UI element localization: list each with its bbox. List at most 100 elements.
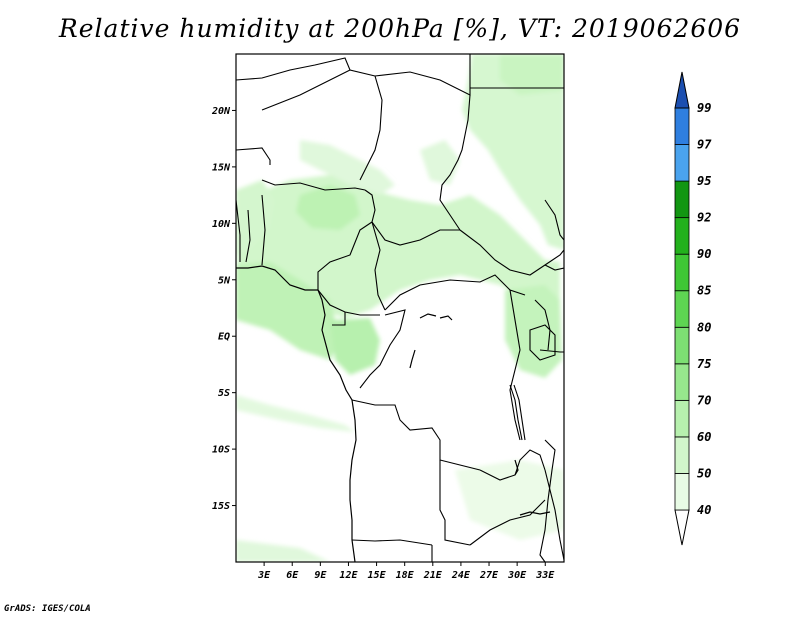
lon-tick-label: 33E	[535, 570, 555, 581]
lon-tick-label: 30E	[507, 570, 527, 581]
border-uganda-kenya	[534, 299, 551, 351]
coast-zambezi	[519, 511, 551, 516]
colorbar: 40 50 60 70 75 80 85 90 92 95 97 99	[674, 71, 712, 546]
colorbar-segment	[674, 473, 690, 511]
humidity-region-south-west	[236, 540, 330, 562]
colorbar-label: 75	[697, 357, 711, 371]
border-ss-ethiopia	[544, 264, 564, 271]
humidity-region-west-coast	[236, 262, 340, 360]
border-car-drc	[384, 274, 526, 311]
colorbar-over-arrow	[674, 71, 690, 109]
border-angola-zambia	[439, 460, 471, 546]
lat-tick-label: 20N	[211, 106, 231, 117]
border-drc-angola	[351, 399, 481, 471]
border-drc-east	[509, 289, 521, 441]
lat-tick-label: EQ	[218, 332, 230, 343]
border-sudan-chad	[439, 94, 471, 231]
lon-tick-label: 15E	[368, 570, 387, 581]
coast-river-1	[419, 313, 437, 319]
map-frame	[235, 53, 565, 563]
credit-text: GrADS: IGES/COLA	[4, 604, 91, 614]
border-congo-drc	[359, 309, 406, 389]
colorbar-label: 85	[697, 284, 711, 298]
colorbar-segment	[674, 144, 690, 182]
colorbar-segment	[674, 253, 690, 292]
coast-lake-small-2	[514, 459, 519, 476]
lat-tick-label: 10S	[212, 445, 230, 456]
lon-tick-label: 24E	[451, 570, 471, 581]
chart-title: Relative humidity at 200hPa [%], VT: 201…	[58, 14, 742, 43]
lon-tick-label: 21E	[423, 570, 443, 581]
border-drc-zambia	[479, 449, 546, 481]
border-sudan-ss	[459, 229, 564, 276]
humidity-region-core	[296, 185, 360, 230]
colorbar-segment	[674, 436, 690, 474]
lon-tick-label: 27E	[479, 570, 499, 581]
colorbar-label: 90	[697, 247, 711, 261]
colorbar-segment	[674, 363, 690, 401]
lon-tick-label: 9E	[314, 570, 327, 581]
colorbar-label: 50	[697, 466, 711, 480]
border-zambia-zimbabwe	[469, 499, 546, 546]
lat-tick-label: 10N	[212, 219, 231, 230]
border-lake-tanganyika-2	[513, 384, 526, 441]
humidity-region-top-right	[500, 54, 564, 95]
country-borders	[236, 54, 564, 562]
border-benin-nigeria	[261, 194, 266, 266]
border-niger-chad	[359, 75, 383, 181]
coast-river-2	[439, 315, 453, 321]
humidity-field	[236, 54, 564, 562]
border-car-cameroon	[371, 221, 386, 311]
lon-tick-label: 3E	[257, 570, 271, 581]
lat-tick-label: 5S	[218, 388, 230, 399]
border-niger-libya	[261, 69, 351, 111]
border-tanzania	[539, 349, 564, 353]
border-chad-nigeria	[364, 189, 376, 223]
colorbar-label: 40	[697, 503, 711, 517]
border-ghana	[236, 199, 241, 262]
latitude-axis: 20N 15N 10N 5N EQ 5S 10S 15S	[211, 106, 236, 512]
border-mali-niger	[236, 147, 271, 165]
lat-tick-label: 15S	[212, 501, 230, 512]
coastline	[236, 265, 551, 562]
coast-gulf-of-guinea	[236, 265, 357, 562]
border-togo	[245, 209, 251, 263]
humidity-region-northwest	[236, 180, 275, 255]
colorbar-segment	[674, 290, 690, 328]
border-angola-namibia	[351, 539, 433, 546]
humidity-region-south-east	[455, 460, 564, 540]
lon-tick-label: 6E	[286, 570, 299, 581]
lon-tick-label: 12E	[339, 570, 358, 581]
coast-lake-small-1	[409, 349, 416, 369]
colorbar-label: 95	[697, 174, 711, 188]
border-niger-nigeria	[261, 179, 366, 191]
lat-tick-label: 15N	[212, 162, 231, 173]
humidity-region-north-patch	[300, 140, 395, 195]
border-chad-libya	[374, 54, 471, 96]
humidity-region-gabon	[330, 318, 380, 375]
longitude-axis: 3E 6E 9E 12E 15E 18E 21E 24E 27E 30E 33E	[257, 562, 555, 581]
humidity-region-ocean-streak	[236, 395, 355, 432]
border-nigeria-cameroon	[317, 221, 373, 290]
colorbar-segment	[674, 399, 690, 438]
colorbar-label: 99	[697, 101, 711, 115]
colorbar-label: 70	[697, 393, 711, 407]
colorbar-segment	[674, 107, 690, 145]
lat-tick-label: 5N	[218, 275, 231, 286]
colorbar-label: 80	[697, 320, 711, 334]
colorbar-under-arrow	[674, 509, 690, 546]
colorbar-label: 60	[697, 430, 711, 444]
colorbar-segment	[674, 217, 690, 255]
border-ethiopia-sudan	[544, 199, 564, 241]
border-chad-car	[371, 221, 460, 246]
colorbar-segment	[674, 326, 690, 365]
border-lake-tanganyika	[509, 384, 523, 441]
lon-tick-label: 18E	[396, 570, 415, 581]
humidity-region-northeast	[462, 54, 564, 250]
border-gabon-congo	[332, 312, 346, 326]
colorbar-label: 92	[697, 211, 711, 225]
colorbar-label: 97	[697, 138, 712, 152]
border-lake-victoria	[529, 324, 556, 361]
border-malawi	[539, 439, 556, 562]
